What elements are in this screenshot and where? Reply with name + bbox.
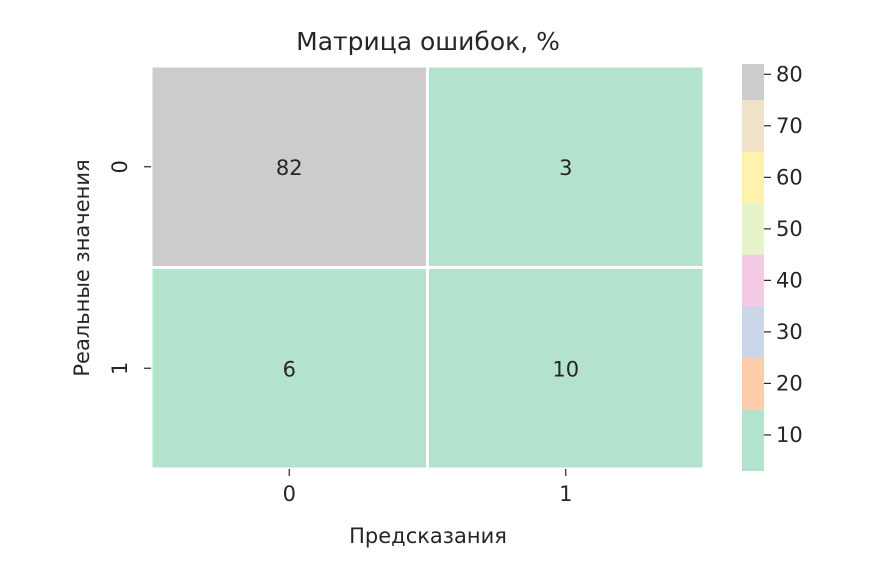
colorbar-segment <box>742 357 764 410</box>
colorbar-segment <box>742 203 764 255</box>
x-tick-label: 0 <box>283 482 296 506</box>
heatmap-cell-r1-c0 <box>149 266 429 471</box>
cell-value-label: 82 <box>276 156 303 180</box>
x-axis-label: Предсказания <box>349 524 507 548</box>
y-tick-label: 1 <box>108 362 132 375</box>
colorbar: 10 20 30 40 50 60 70 80 <box>742 62 803 471</box>
colorbar-segment <box>742 409 764 471</box>
y-tick-label: 0 <box>108 160 132 173</box>
chart-title: Матрица ошибок, % <box>296 27 560 56</box>
colorbar-tick-label: 20 <box>776 371 803 395</box>
colorbar-tick-label: 50 <box>776 217 803 241</box>
heatmap-cell-r1-c1 <box>426 266 706 471</box>
colorbar-segment <box>742 254 764 307</box>
cell-value-label: 3 <box>559 156 572 180</box>
colorbar-segment <box>742 151 764 204</box>
y-axis-label: Реальные значения <box>70 159 94 376</box>
y-axis-ticks: 01 <box>108 160 151 375</box>
colorbar-segment <box>742 64 764 101</box>
x-tick-label: 1 <box>559 482 572 506</box>
heatmap-cells: 82 3 6 10 <box>149 64 706 471</box>
colorbar-tick-label: 30 <box>776 320 803 344</box>
colorbar-segment <box>742 306 764 358</box>
colorbar-tick-label: 10 <box>776 423 803 447</box>
cell-value-label: 10 <box>552 357 579 381</box>
colorbar-segment <box>742 100 764 152</box>
colorbar-tick-label: 80 <box>776 62 803 86</box>
heatmap-cell-r0-c0 <box>149 64 429 269</box>
colorbar-tick-label: 40 <box>776 268 803 292</box>
colorbar-tick-label: 70 <box>776 114 803 138</box>
heatmap-cell-r0-c1 <box>426 64 706 269</box>
cell-value-label: 6 <box>283 357 296 381</box>
colorbar-tick-label: 60 <box>776 165 803 189</box>
